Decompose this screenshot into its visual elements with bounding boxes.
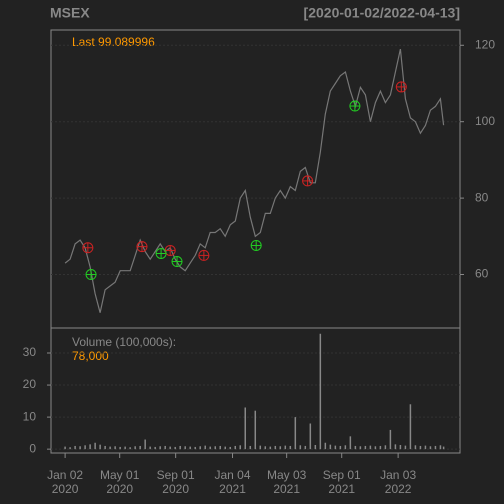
x-tick-label: 2021 xyxy=(328,482,355,496)
x-tick-label: Sep 01 xyxy=(323,468,361,482)
signal-buy xyxy=(349,100,361,112)
x-tick-label: 2020 xyxy=(52,482,79,496)
x-tick-label: 2020 xyxy=(106,482,133,496)
y-tick-label: 80 xyxy=(475,190,489,204)
chart-subtitle: [2020-01-02/2022-04-13] xyxy=(304,5,460,21)
price-panel xyxy=(50,29,461,329)
signal-sell xyxy=(198,249,210,261)
signal-buy xyxy=(85,269,97,281)
signal-sell xyxy=(164,244,176,256)
x-tick-label: 2022 xyxy=(385,482,412,496)
signal-sell xyxy=(302,175,314,187)
signal-buy xyxy=(250,239,262,251)
y-tick-label: 100 xyxy=(475,114,495,128)
signal-sell xyxy=(395,81,407,93)
y-tick-label: 60 xyxy=(475,267,489,281)
x-tick-label: Jan 02 xyxy=(47,468,83,482)
volume-title: Volume (100,000s): xyxy=(72,335,176,349)
last-label: Last 99.089996 xyxy=(72,35,155,49)
y2-tick-label: 30 xyxy=(23,345,37,359)
y-tick-label: 120 xyxy=(475,37,495,51)
x-tick-label: 2021 xyxy=(219,482,246,496)
x-tick-label: Jan 04 xyxy=(215,468,251,482)
chart-title: MSEX xyxy=(50,5,90,21)
signal-sell xyxy=(82,242,94,254)
x-tick-label: Jan 03 xyxy=(380,468,416,482)
x-tick-label: 2021 xyxy=(273,482,300,496)
y2-tick-label: 20 xyxy=(23,377,37,391)
signal-buy xyxy=(171,256,183,268)
x-tick-label: May 03 xyxy=(267,468,307,482)
x-tick-label: May 01 xyxy=(100,468,140,482)
y2-tick-label: 10 xyxy=(23,409,37,423)
y2-tick-label: 0 xyxy=(29,441,36,455)
x-tick-label: Sep 01 xyxy=(157,468,195,482)
volume-last: 78,000 xyxy=(72,349,109,363)
signal-buy xyxy=(155,248,167,259)
signal-sell xyxy=(136,241,148,253)
x-tick-label: 2020 xyxy=(162,482,189,496)
price-line xyxy=(64,48,445,313)
